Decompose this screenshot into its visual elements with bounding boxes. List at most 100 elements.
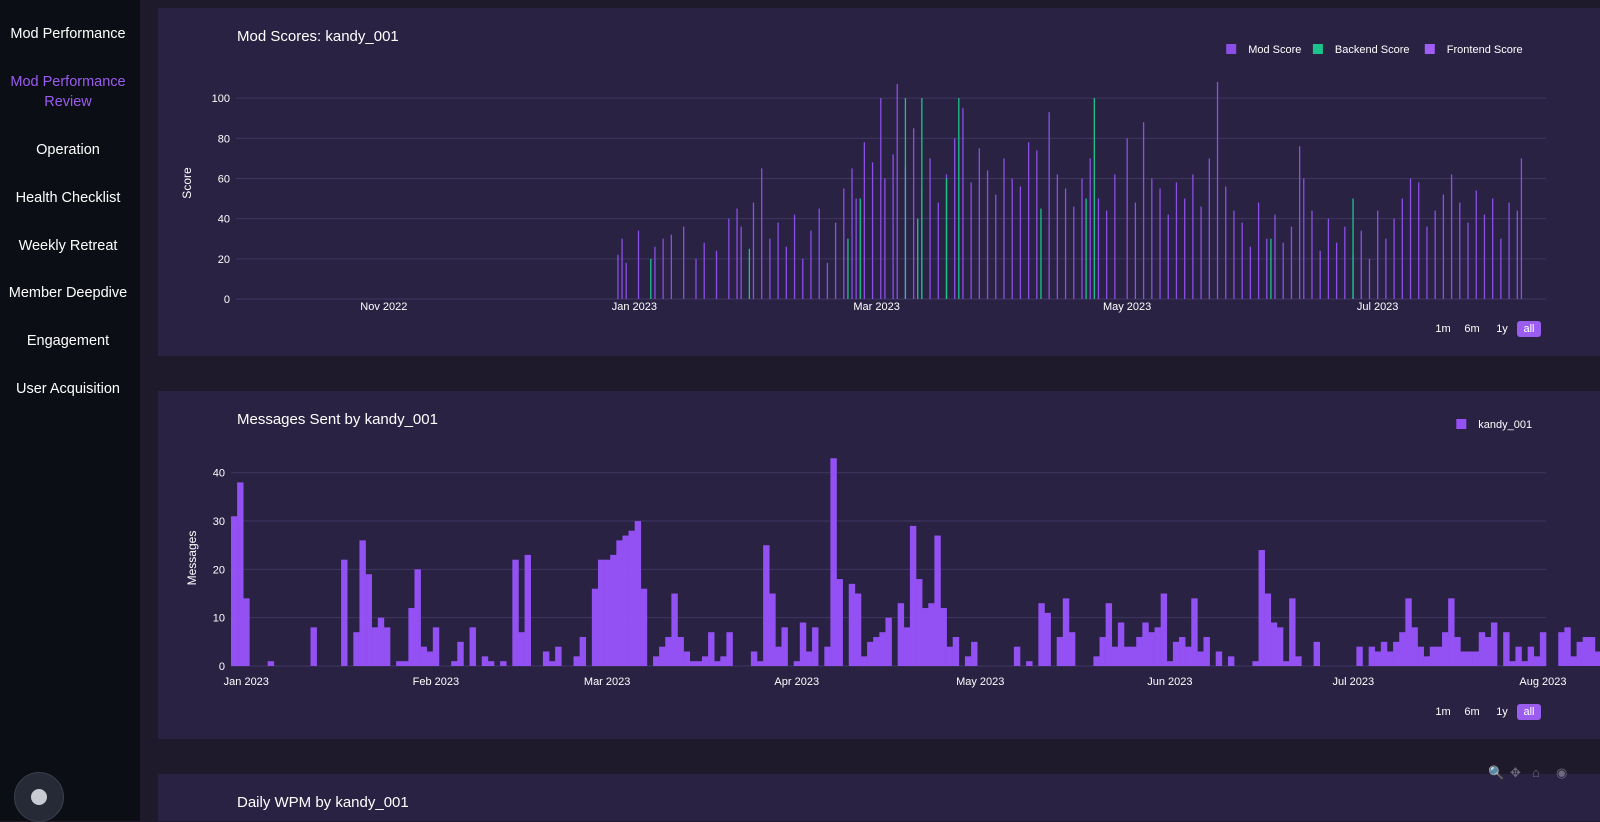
range-1m-button[interactable]: 1m bbox=[1435, 706, 1451, 718]
bar-mod-score bbox=[954, 138, 956, 299]
bar-messages bbox=[763, 545, 770, 666]
camera-icon[interactable]: ◉ bbox=[1556, 765, 1568, 780]
nav-operation[interactable]: Operation bbox=[36, 142, 100, 158]
bar-messages bbox=[720, 656, 727, 666]
bar-mod-score bbox=[1089, 158, 1091, 299]
bar-mod-score bbox=[617, 254, 619, 299]
bar-backend-score bbox=[1040, 208, 1042, 299]
x-tick-label: Jun 2023 bbox=[1147, 676, 1192, 688]
bar-messages bbox=[1515, 646, 1522, 666]
bar-mod-score bbox=[884, 178, 886, 299]
bar-messages bbox=[781, 627, 788, 666]
bar-messages bbox=[1405, 598, 1412, 666]
bar-messages bbox=[1117, 622, 1125, 666]
bar-messages bbox=[879, 632, 886, 666]
bar-messages bbox=[1368, 646, 1376, 666]
nav-mod-performance-review[interactable]: Mod Performance Review bbox=[0, 72, 136, 112]
bar-messages bbox=[1062, 598, 1070, 666]
bar-messages bbox=[836, 579, 843, 666]
bar-mod-score bbox=[752, 202, 755, 299]
bar-mod-score bbox=[1401, 198, 1403, 299]
bar-messages bbox=[916, 579, 923, 666]
bar-messages bbox=[1172, 641, 1180, 666]
zoom-icon[interactable]: 🔍 bbox=[1488, 765, 1505, 780]
bar-messages bbox=[909, 525, 917, 666]
nav-member-deepdive[interactable]: Member Deepdive bbox=[8, 285, 128, 301]
bar-messages bbox=[432, 627, 440, 666]
range-1m-button[interactable]: 1m bbox=[1435, 323, 1451, 335]
bar-messages bbox=[940, 608, 947, 666]
bar-messages bbox=[243, 598, 250, 666]
legend-swatch bbox=[1456, 419, 1467, 429]
bar-messages bbox=[1466, 651, 1473, 666]
bar-mod-score bbox=[625, 262, 627, 299]
bar-messages bbox=[365, 574, 372, 666]
range-all-button[interactable]: all bbox=[1517, 321, 1541, 337]
range-all-button[interactable]: all bbox=[1517, 704, 1541, 720]
bar-messages bbox=[383, 627, 391, 666]
nav-weekly-retreat[interactable]: Weekly Retreat bbox=[18, 238, 118, 254]
bar-messages bbox=[231, 516, 238, 666]
bar-mod-score bbox=[851, 168, 853, 299]
nav-mod-performance[interactable]: Mod Performance bbox=[10, 26, 126, 42]
chart-title-wpm: Daily WPM by kandy_001 bbox=[237, 794, 409, 811]
bar-mod-score bbox=[654, 246, 656, 299]
bar-messages bbox=[524, 554, 531, 666]
bar-messages bbox=[1191, 598, 1198, 666]
legend-swatch bbox=[1226, 44, 1237, 54]
legend-label: Frontend Score bbox=[1447, 44, 1523, 56]
bar-mod-score bbox=[1483, 214, 1486, 299]
bar-messages bbox=[1594, 651, 1600, 666]
range-1y-button[interactable]: 1y bbox=[1496, 323, 1508, 335]
bar-messages bbox=[573, 656, 580, 666]
bar-mod-score bbox=[896, 84, 898, 299]
y-tick-label: 20 bbox=[213, 564, 225, 576]
bar-mod-score bbox=[962, 108, 964, 300]
bar-mod-score bbox=[1344, 226, 1346, 299]
bar-mod-score bbox=[1011, 178, 1013, 299]
bar-messages bbox=[481, 656, 489, 666]
x-tick-label: May 2023 bbox=[1103, 301, 1151, 313]
x-tick-label: Mar 2023 bbox=[584, 676, 630, 688]
bar-mod-score bbox=[769, 238, 771, 299]
nav-label-line1: Mod Performance bbox=[10, 74, 126, 90]
range-6m-button[interactable]: 6m bbox=[1464, 323, 1480, 335]
bar-mod-score bbox=[1167, 214, 1169, 299]
wpm-card: Daily WPM by kandy_001 bbox=[158, 774, 1600, 821]
bar-mod-score bbox=[1282, 242, 1284, 299]
avatar-icon bbox=[31, 789, 47, 805]
bar-mod-score bbox=[1241, 222, 1243, 299]
nav-user-acquisition[interactable]: User Acquisition bbox=[16, 381, 120, 397]
range-6m-button[interactable]: 6m bbox=[1464, 706, 1480, 718]
bar-messages bbox=[1503, 632, 1510, 666]
bar-mod-score bbox=[892, 154, 894, 299]
chart-title-messages: Messages Sent by kandy_001 bbox=[237, 411, 438, 428]
nav-engagement[interactable]: Engagement bbox=[26, 333, 110, 349]
bar-mod-score bbox=[1105, 210, 1108, 299]
home-icon[interactable]: ⌂ bbox=[1532, 765, 1540, 780]
legend-label: Mod Score bbox=[1248, 44, 1301, 56]
y-tick-label: 60 bbox=[218, 173, 230, 185]
bar-mod-score bbox=[871, 162, 874, 299]
bar-messages bbox=[640, 588, 648, 666]
mod-scores-chart[interactable]: 0 20 40 60 80 100 Score Nov 2022 Jan 2023 Mar 202… bbox=[158, 8, 1600, 356]
bar-messages bbox=[1490, 622, 1498, 666]
bar-mod-score bbox=[1393, 218, 1395, 299]
bar-mod-score bbox=[1073, 206, 1075, 299]
bar-messages bbox=[757, 661, 764, 666]
bar-mod-score bbox=[1377, 210, 1379, 299]
bar-mod-score bbox=[1003, 158, 1005, 299]
bar-messages bbox=[487, 661, 495, 666]
bar-messages bbox=[689, 661, 697, 666]
bar-messages bbox=[604, 559, 611, 666]
user-avatar-button[interactable] bbox=[14, 772, 64, 822]
bar-mod-score bbox=[818, 208, 820, 299]
messages-chart[interactable]: 0 10 20 30 40 Messages Jan 2023 Feb 2023 Mar 202… bbox=[158, 391, 1600, 739]
bar-mod-score bbox=[1290, 226, 1293, 299]
nav-health-checklist[interactable]: Health Checklist bbox=[15, 190, 121, 206]
pan-icon[interactable]: ✥ bbox=[1510, 765, 1521, 780]
x-tick-label: Jul 2023 bbox=[1357, 301, 1399, 313]
bar-messages bbox=[1478, 632, 1486, 666]
bar-mod-score bbox=[810, 230, 812, 299]
range-1y-button[interactable]: 1y bbox=[1496, 706, 1508, 718]
